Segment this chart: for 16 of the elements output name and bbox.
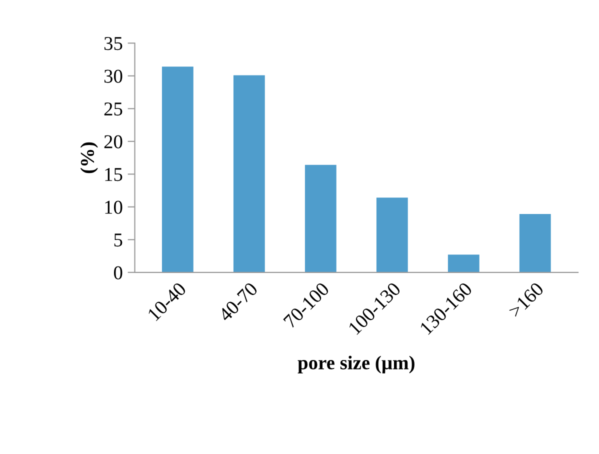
y-tick-label: 0 [114,266,122,280]
bar [448,254,480,272]
y-tick-label: 25 [104,102,122,116]
bar [376,198,408,272]
bar [233,75,265,272]
y-tick-label: 5 [114,234,122,247]
y-tick-label: 20 [104,135,122,148]
y-tick-label: 15 [105,168,122,182]
bar [162,66,194,272]
y-tick-label: 10 [105,200,122,214]
bar [304,164,336,272]
y-axis-title: (%) [80,142,98,174]
y-tick-label: 35 [104,37,122,50]
x-axis-title: pore size (µm) [298,356,414,374]
y-tick-label: 30 [104,70,122,83]
bar [519,214,551,272]
